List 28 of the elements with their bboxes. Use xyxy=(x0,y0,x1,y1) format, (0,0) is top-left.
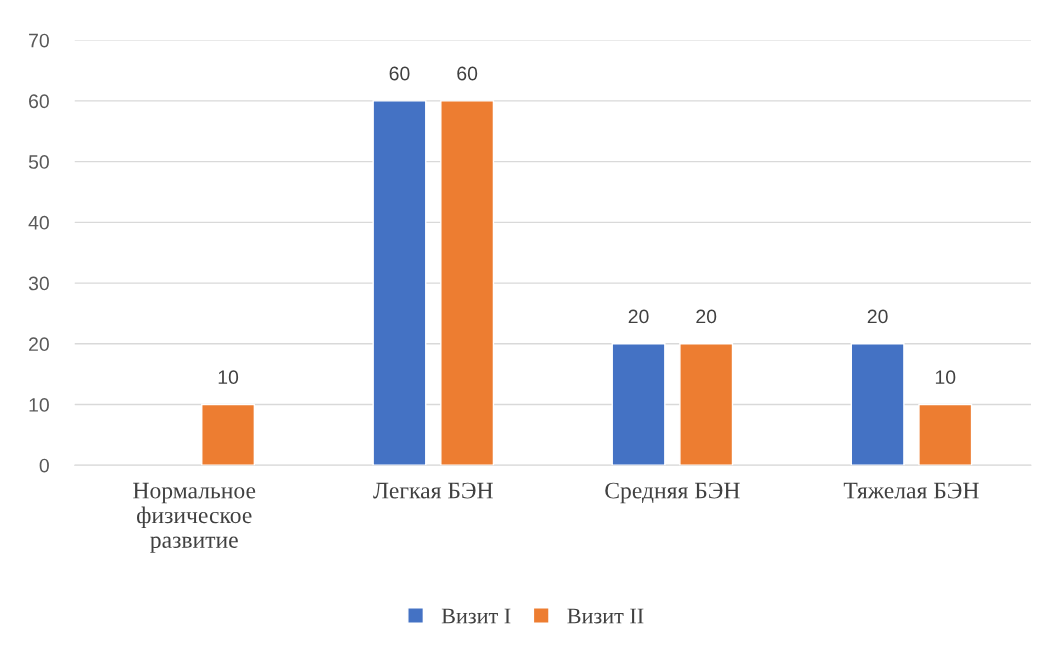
y-tick-label: 20 xyxy=(29,337,49,352)
y-tick-label: 30 xyxy=(28,276,49,291)
data-label: 10 xyxy=(218,370,239,385)
data-label: 20 xyxy=(867,309,888,324)
y-tick-label: 40 xyxy=(28,215,49,230)
x-tick-label: Легкая БЭН xyxy=(373,482,493,499)
data-label: 60 xyxy=(389,66,410,81)
bar xyxy=(440,100,495,466)
bar xyxy=(918,403,973,466)
x-tick-label: Средняя БЭН xyxy=(605,482,740,504)
bar xyxy=(611,343,666,466)
data-label: 20 xyxy=(628,309,649,324)
bar xyxy=(850,343,905,466)
legend-label: Визит I xyxy=(441,608,511,624)
y-tick-label: 50 xyxy=(28,155,49,169)
bar xyxy=(372,100,427,466)
x-tick-label: Нормальное физическое развитие xyxy=(133,482,256,553)
y-tick-label: 70 xyxy=(29,33,49,48)
x-tick-label: Тяжелая БЭН xyxy=(843,482,979,499)
y-tick-label: 60 xyxy=(29,94,49,109)
data-label: 60 xyxy=(457,66,478,81)
bar xyxy=(679,343,734,466)
data-label: 20 xyxy=(696,309,717,324)
legend-label: Визит II xyxy=(567,608,644,624)
bar xyxy=(201,403,256,466)
y-tick-label: 0 xyxy=(39,458,49,473)
y-tick-label: 10 xyxy=(29,398,49,412)
data-label: 10 xyxy=(935,370,956,385)
